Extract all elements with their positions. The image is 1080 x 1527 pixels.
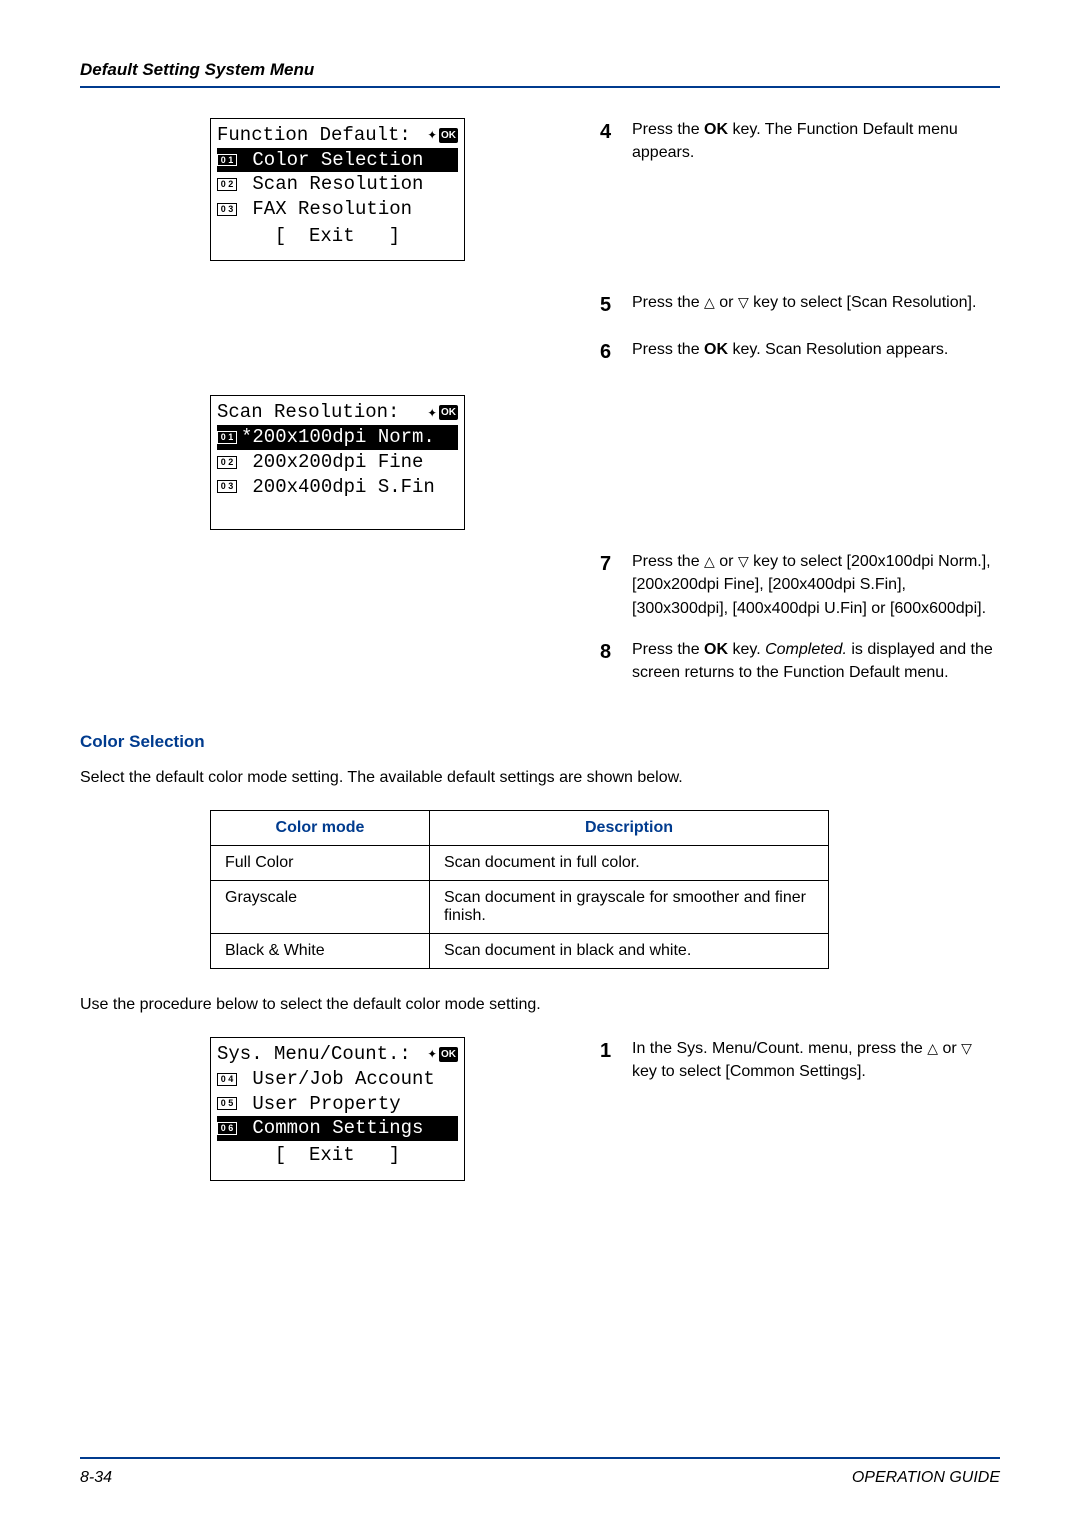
- lcd-item: 0 6 Common Settings: [217, 1116, 458, 1141]
- step-text: Press the OK key. The Function Default m…: [632, 118, 1000, 164]
- item-label: User Property: [241, 1092, 401, 1117]
- lcd-item: 0 3 FAX Resolution: [217, 197, 458, 222]
- lcd2-title: Scan Resolution:: [217, 400, 399, 425]
- step-text: Press the OK key. Completed. is displaye…: [632, 638, 1000, 684]
- color-mode-table: Color mode Description Full ColorScan do…: [210, 810, 829, 969]
- lcd-item: 0 2 200x200dpi Fine: [217, 450, 458, 475]
- section-heading-color-selection: Color Selection: [80, 732, 1000, 752]
- lcd3-exit: [ Exit ]: [217, 1141, 458, 1168]
- footer-guide-label: OPERATION GUIDE: [852, 1469, 1000, 1487]
- table-cell: Scan document in black and white.: [430, 934, 829, 969]
- item-number-box: 0 4: [217, 1073, 237, 1086]
- page-footer: 8-34 OPERATION GUIDE: [80, 1457, 1000, 1487]
- lcd-scan-resolution: Scan Resolution: ✦OK 0 1 *200x100dpi Norm…: [210, 395, 465, 530]
- lcd-item: 0 1 Color Selection: [217, 148, 458, 173]
- item-label: Scan Resolution: [241, 172, 423, 197]
- lcd-function-default: Function Default: ✦OK 0 1 Color Selectio…: [210, 118, 465, 261]
- step-number: 6: [600, 338, 618, 367]
- lcd-sys-menu: Sys. Menu/Count.: ✦OK 0 4 User/Job Accou…: [210, 1037, 465, 1180]
- table-cell: Scan document in full color.: [430, 846, 829, 881]
- item-number-box: 0 2: [217, 456, 237, 469]
- step-number: 1: [600, 1037, 618, 1083]
- lcd-item: 0 2 Scan Resolution: [217, 172, 458, 197]
- section-intro: Select the default color mode setting. T…: [80, 766, 1000, 790]
- step-number: 8: [600, 638, 618, 684]
- step-number: 4: [600, 118, 618, 164]
- nav-ok-icon: ✦OK: [427, 1046, 458, 1062]
- instruction-step: 4 Press the OK key. The Function Default …: [600, 118, 1000, 164]
- page-content: Function Default: ✦OK 0 1 Color Selectio…: [80, 118, 1000, 1457]
- item-number-box: 0 1: [217, 431, 237, 444]
- instruction-step: 7Press the △ or ▽ key to select [200x100…: [600, 550, 1000, 620]
- item-label: 200x200dpi Fine: [241, 450, 423, 475]
- instruction-step: 6 Press the OK key. Scan Resolution appea…: [600, 338, 1000, 367]
- step-number: 5: [600, 291, 618, 320]
- table-cell: Full Color: [211, 846, 430, 881]
- lcd-item: 0 1 *200x100dpi Norm.: [217, 425, 458, 450]
- table-header-description: Description: [430, 811, 829, 846]
- nav-ok-icon: ✦OK: [427, 127, 458, 143]
- item-number-box: 0 2: [217, 178, 237, 191]
- instruction-step: 5 Press the △ or ▽ key to select [Scan Re…: [600, 291, 1000, 320]
- step-text: In the Sys. Menu/Count. menu, press the …: [632, 1037, 1000, 1083]
- item-label: Common Settings: [241, 1116, 423, 1141]
- step-number: 7: [600, 550, 618, 620]
- instruction-step: 1 In the Sys. Menu/Count. menu, press the…: [600, 1037, 1000, 1083]
- item-number-box: 0 1: [217, 154, 237, 167]
- page-header: Default Setting System Menu: [80, 60, 1000, 88]
- page-number: 8-34: [80, 1469, 112, 1487]
- step-text: Press the △ or ▽ key to select [200x100d…: [632, 550, 1000, 620]
- table-header-color-mode: Color mode: [211, 811, 430, 846]
- table-cell: Grayscale: [211, 881, 430, 934]
- item-number-box: 0 6: [217, 1122, 237, 1135]
- table-row: Full ColorScan document in full color.: [211, 846, 829, 881]
- step-text: Press the OK key. Scan Resolution appear…: [632, 338, 1000, 367]
- lcd3-title: Sys. Menu/Count.:: [217, 1042, 411, 1067]
- lcd-item: 0 3 200x400dpi S.Fin: [217, 475, 458, 500]
- item-label: *200x100dpi Norm.: [241, 425, 435, 450]
- lcd-item: 0 5 User Property: [217, 1092, 458, 1117]
- item-label: Color Selection: [241, 148, 423, 173]
- item-number-box: 0 5: [217, 1097, 237, 1110]
- nav-ok-icon: ✦OK: [427, 405, 458, 421]
- item-number-box: 0 3: [217, 480, 237, 493]
- lcd1-exit: [ Exit ]: [217, 222, 458, 249]
- instruction-step: 8 Press the OK key. Completed. is display…: [600, 638, 1000, 684]
- table-cell: Black & White: [211, 934, 430, 969]
- table-row: Black & WhiteScan document in black and …: [211, 934, 829, 969]
- item-label: User/Job Account: [241, 1067, 435, 1092]
- table-row: GrayscaleScan document in grayscale for …: [211, 881, 829, 934]
- table-cell: Scan document in grayscale for smoother …: [430, 881, 829, 934]
- item-label: FAX Resolution: [241, 197, 412, 222]
- step-text: Press the △ or ▽ key to select [Scan Res…: [632, 291, 1000, 320]
- item-number-box: 0 3: [217, 203, 237, 216]
- lcd1-title: Function Default:: [217, 123, 411, 148]
- item-label: 200x400dpi S.Fin: [241, 475, 435, 500]
- lcd-item: 0 4 User/Job Account: [217, 1067, 458, 1092]
- procedure-intro: Use the procedure below to select the de…: [80, 993, 1000, 1017]
